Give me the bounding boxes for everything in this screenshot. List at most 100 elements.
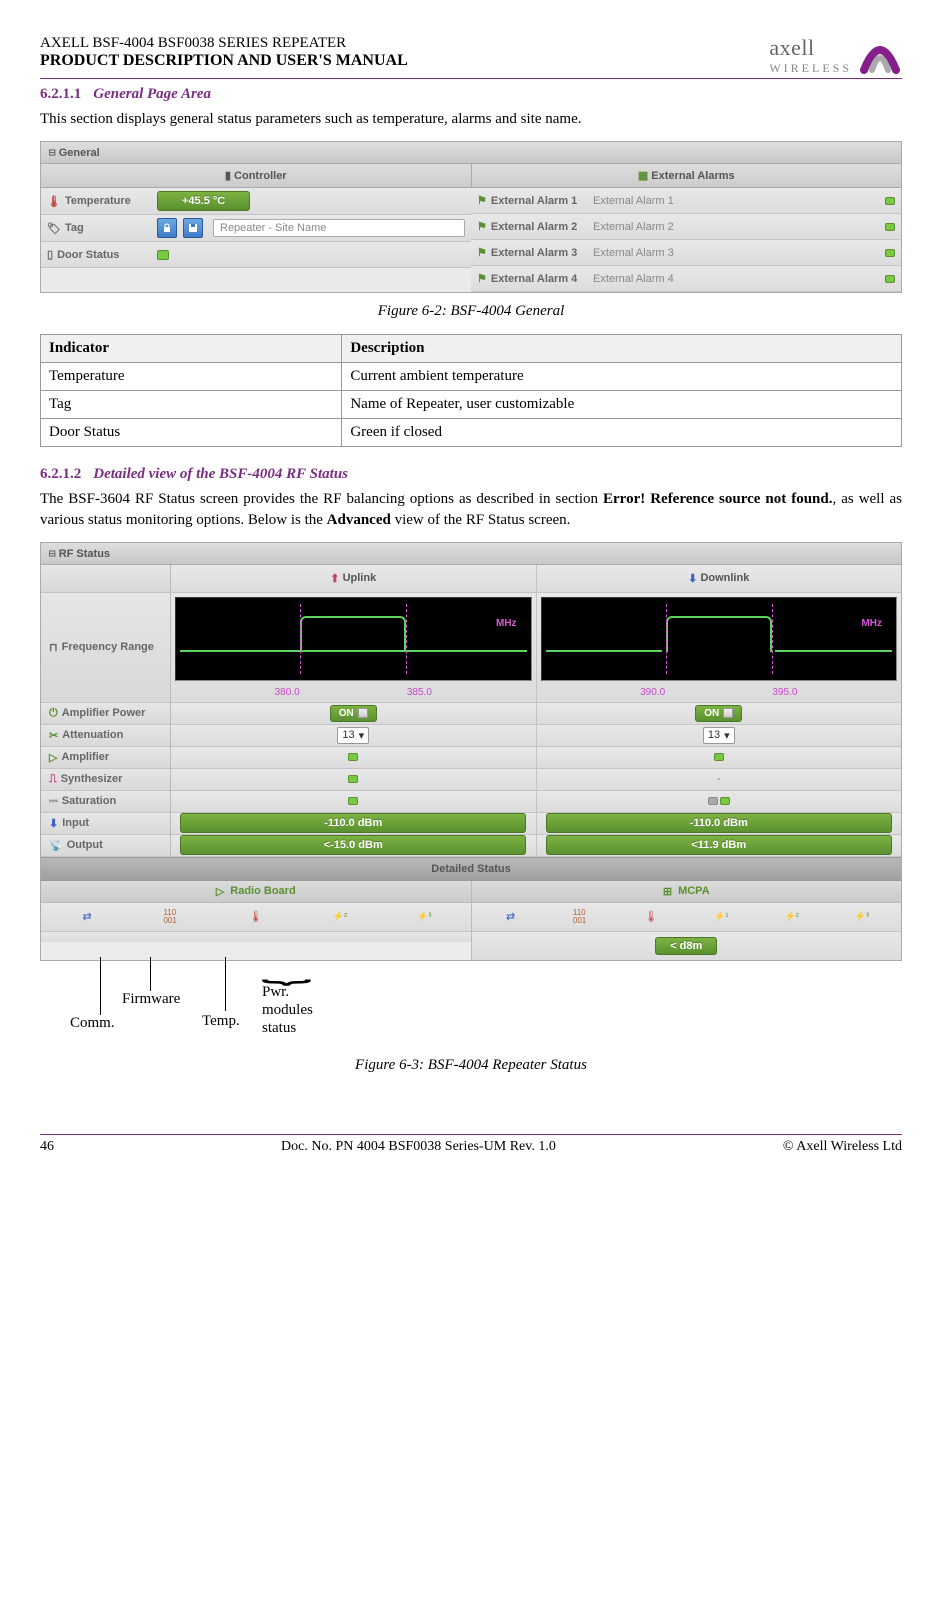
chevron-down-icon: ▾ — [724, 729, 730, 742]
ext-alarm-2-label: External Alarm 2 — [491, 221, 577, 233]
saturation-icon: ⎓ — [49, 795, 58, 808]
page-footer: 46 Doc. No. PN 4004 BSF0038 Series-UM Re… — [40, 1134, 902, 1155]
ul-atten-select[interactable]: 13▾ — [337, 727, 369, 744]
mhz-label: MHz — [861, 618, 882, 629]
output-label: Output — [67, 839, 103, 851]
atten-icon: ✂ — [49, 729, 58, 742]
ext-alarm-3-label: External Alarm 3 — [491, 247, 577, 259]
logo-text: axell — [769, 35, 852, 61]
downlink-icon: ⬇ — [688, 572, 697, 585]
controller-icon: ▮ — [225, 170, 231, 182]
table-cell: Temperature — [41, 363, 342, 391]
ext-alarm-1-led — [885, 197, 895, 205]
input-icon: ⬇ — [49, 817, 58, 830]
amplifier-label: Amplifier — [61, 751, 109, 763]
callout-firmware: Firmware — [122, 991, 180, 1008]
ext-alarm-4-label: External Alarm 4 — [491, 273, 577, 285]
ext-alarm-3-value: External Alarm 3 — [587, 247, 885, 259]
controller-header: ▮ Controller — [41, 164, 472, 188]
table-cell: Name of Repeater, user customizable — [342, 391, 902, 419]
pwr-module-icon: ⚡² — [332, 909, 348, 925]
tag-input[interactable]: Repeater - Site Name — [213, 219, 465, 237]
ul-synth-led — [348, 775, 358, 783]
section-title: General Page Area — [93, 86, 211, 102]
dl-sat-led — [720, 797, 730, 805]
firmware-icon: 110 001 — [163, 909, 179, 925]
synth-label: Synthesizer — [61, 773, 123, 785]
firmware-icon: 110 001 — [573, 909, 589, 925]
ul-input-value: -110.0 dBm — [180, 813, 526, 833]
dl-atten-select[interactable]: 13▾ — [703, 727, 735, 744]
ext-alarm-1-label: External Alarm 1 — [491, 195, 577, 207]
footer-doc-number: Doc. No. PN 4004 BSF0038 Series-UM Rev. … — [281, 1139, 556, 1155]
callout-temp: Temp. — [202, 1013, 240, 1030]
indicator-table: IndicatorDescription TemperatureCurrent … — [40, 334, 902, 447]
uplink-icon: ⬆ — [330, 572, 339, 585]
dl-freq-low: 390.0 — [640, 687, 665, 698]
downlink-freq-chart: MHz — [541, 597, 898, 681]
atten-label: Attenuation — [62, 729, 123, 741]
dl-sat-led-gray — [708, 797, 718, 805]
output-icon: 📡 — [49, 839, 63, 852]
pwr-module-icon: ⚡² — [784, 909, 800, 925]
thermometer-icon: 🌡 — [47, 195, 61, 208]
tag-lock-button[interactable] — [157, 218, 177, 238]
temperature-status-icon: 🌡 — [643, 909, 659, 925]
alarm-flag-icon: ⚑ — [477, 246, 487, 259]
figure-6-2-caption: Figure 6-2: BSF-4004 General — [40, 303, 902, 320]
brace-icon: ⏟ — [261, 953, 311, 985]
radio-board-label: Radio Board — [230, 885, 295, 897]
ul-output-value: <-15.0 dBm — [180, 835, 526, 855]
rf-panel-title: ⊟ RF Status — [41, 543, 901, 565]
dl-amp-power-toggle[interactable]: ON — [695, 705, 742, 722]
temperature-value: +45.5 °C — [157, 191, 250, 211]
ul-sat-led — [348, 797, 358, 805]
door-status-led — [157, 250, 169, 260]
comm-status-icon: ⇄ — [503, 909, 519, 925]
rf-status-screenshot: ⊟ RF Status ⬆ Uplink ⬇ Downlink ⊓Frequen… — [40, 542, 902, 961]
ul-freq-high: 385.0 — [407, 687, 432, 698]
table-cell: Tag — [41, 391, 342, 419]
table-cell: Door Status — [41, 419, 342, 447]
section-number: 6.2.1.2 — [40, 466, 81, 482]
pwr-module-icon: ⚡¹ — [713, 909, 729, 925]
general-panel-title: ⊟ General — [41, 142, 901, 164]
downlink-header: ⬇ Downlink — [537, 565, 902, 593]
table-header-indicator: Indicator — [41, 335, 342, 363]
callout-diagram: ⏟ Comm. Firmware Temp. Pwr. modules stat… — [40, 957, 902, 1047]
lock-icon — [162, 223, 172, 233]
alarm-flag-icon: ⚑ — [477, 194, 487, 207]
dl-synth-dash: - — [717, 773, 721, 785]
save-icon — [188, 223, 198, 233]
figure-6-3-caption: Figure 6-3: BSF-4004 Repeater Status — [40, 1057, 902, 1074]
tag-save-button[interactable] — [183, 218, 203, 238]
ul-amp-power-toggle[interactable]: ON — [330, 705, 377, 722]
mcpa-dbm-button[interactable]: < d8m — [655, 937, 717, 955]
ext-alarm-4-led — [885, 275, 895, 283]
door-status-label: Door Status — [57, 249, 119, 261]
uplink-header: ⬆ Uplink — [171, 565, 537, 593]
alarms-icon: ▦ — [638, 170, 648, 182]
tag-label: Tag — [65, 222, 84, 234]
comm-status-icon: ⇄ — [79, 909, 95, 925]
table-cell: Green if closed — [342, 419, 902, 447]
footer-copyright: © Axell Wireless Ltd — [783, 1139, 902, 1155]
tag-icon: 🏷 — [47, 222, 61, 235]
table-cell: Current ambient temperature — [342, 363, 902, 391]
header-rule — [40, 78, 902, 79]
chevron-down-icon: ▾ — [359, 729, 365, 742]
callout-pwr-modules: Pwr. modules status — [262, 983, 332, 1037]
door-icon: ▯ — [47, 248, 53, 261]
mcpa-icon: ⊞ — [663, 885, 672, 898]
ext-alarm-2-led — [885, 223, 895, 231]
header-series: AXELL BSF-4004 BSF0038 SERIES REPEATER — [40, 35, 408, 52]
pwr-module-icon: ⚡³ — [416, 909, 432, 925]
radio-board-icon: ▷ — [216, 885, 224, 898]
section-body: This section displays general status par… — [40, 109, 902, 129]
external-alarms-header: ▦ External Alarms — [472, 164, 902, 188]
ext-alarm-2-value: External Alarm 2 — [587, 221, 885, 233]
ul-freq-low: 380.0 — [275, 687, 300, 698]
pwr-module-icon: ⚡³ — [854, 909, 870, 925]
temperature-label: Temperature — [65, 195, 131, 207]
ext-alarm-4-value: External Alarm 4 — [587, 273, 885, 285]
